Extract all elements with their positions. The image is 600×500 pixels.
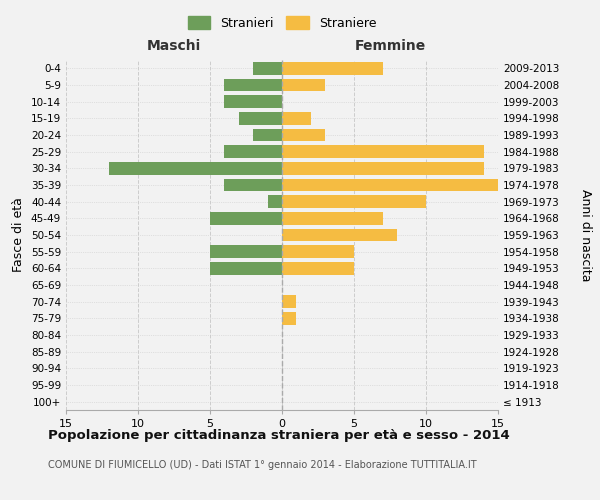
Text: Femmine: Femmine: [355, 39, 425, 53]
Y-axis label: Anni di nascita: Anni di nascita: [579, 188, 592, 281]
Bar: [239, 112, 282, 124]
Bar: [282, 79, 325, 92]
Bar: [282, 312, 296, 324]
Legend: Stranieri, Straniere: Stranieri, Straniere: [183, 11, 381, 35]
Bar: [109, 162, 282, 174]
Bar: [210, 262, 282, 274]
Bar: [253, 62, 282, 74]
Bar: [224, 96, 282, 108]
Bar: [282, 62, 383, 74]
Y-axis label: Fasce di età: Fasce di età: [13, 198, 25, 272]
Bar: [224, 146, 282, 158]
Bar: [224, 79, 282, 92]
Bar: [268, 196, 282, 208]
Bar: [282, 129, 325, 141]
Bar: [282, 112, 311, 124]
Bar: [282, 196, 426, 208]
Bar: [210, 212, 282, 224]
Bar: [282, 262, 354, 274]
Text: Popolazione per cittadinanza straniera per età e sesso - 2014: Popolazione per cittadinanza straniera p…: [48, 430, 510, 442]
Text: COMUNE DI FIUMICELLO (UD) - Dati ISTAT 1° gennaio 2014 - Elaborazione TUTTITALIA: COMUNE DI FIUMICELLO (UD) - Dati ISTAT 1…: [48, 460, 476, 470]
Bar: [224, 179, 282, 192]
Bar: [210, 246, 282, 258]
Bar: [282, 212, 383, 224]
Bar: [282, 229, 397, 241]
Text: Maschi: Maschi: [147, 39, 201, 53]
Bar: [282, 179, 498, 192]
Bar: [253, 129, 282, 141]
Bar: [282, 162, 484, 174]
Bar: [282, 246, 354, 258]
Bar: [282, 146, 484, 158]
Bar: [282, 296, 296, 308]
